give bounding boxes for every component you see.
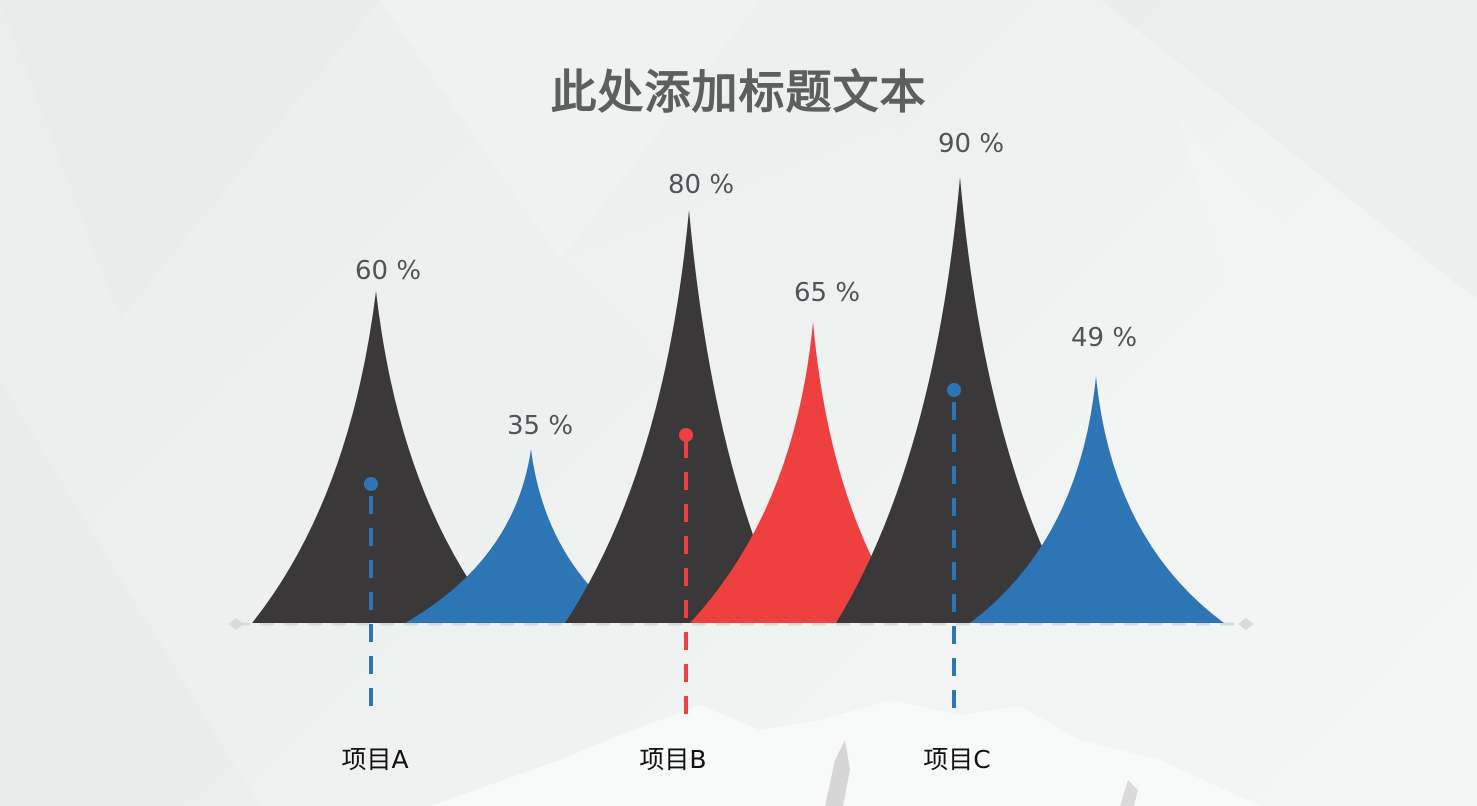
axis-right-arrow-icon [1238, 618, 1254, 630]
chart-title: 此处添加标题文本 [550, 65, 927, 119]
category-label-a: 项目A [341, 745, 409, 774]
spike-c-series2 [970, 376, 1224, 623]
spike-c-series1 [836, 177, 1080, 623]
category-label-b: 项目B [639, 745, 707, 774]
axis-left-arrow-icon [228, 618, 244, 630]
value-label-a-series1: 60 % [354, 256, 422, 286]
value-label-b-series1: 80 % [667, 170, 735, 200]
marker-b [679, 428, 693, 716]
x-axis [228, 618, 1254, 630]
spike-b-series1 [565, 210, 790, 623]
spike-b-series2 [690, 322, 910, 623]
value-label-c-series1: 90 % [937, 129, 1005, 159]
value-label-c-series2: 49 % [1070, 323, 1138, 353]
value-label-a-series2: 35 % [506, 411, 574, 441]
value-label-b-series2: 65 % [793, 278, 861, 308]
spike-a-series1 [252, 291, 500, 623]
spike-a-series2 [405, 449, 630, 623]
marker-c [947, 383, 961, 716]
category-label-c: 项目C [923, 745, 991, 774]
marker-a [364, 477, 378, 716]
